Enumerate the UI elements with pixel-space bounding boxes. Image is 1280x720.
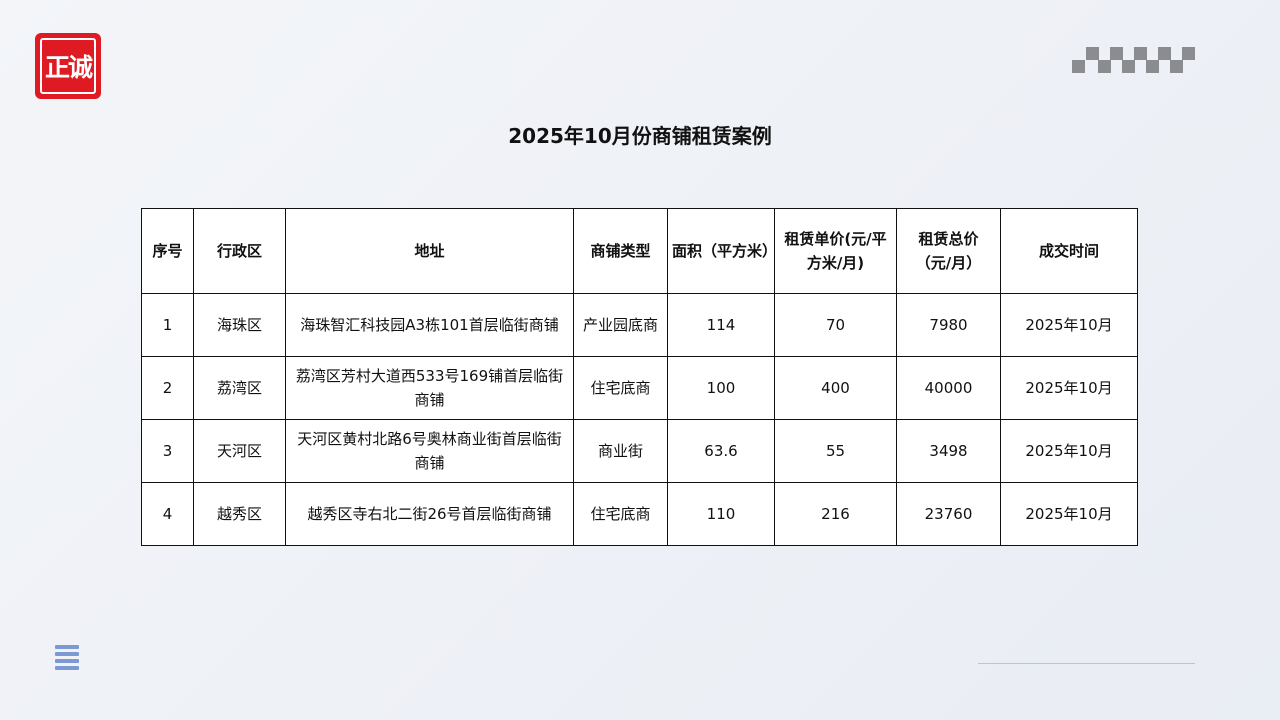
table-cell: 2025年10月 bbox=[1000, 419, 1138, 483]
menu-icon[interactable] bbox=[55, 645, 79, 673]
table-cell: 3 bbox=[141, 419, 194, 483]
table-cell: 住宅底商 bbox=[573, 482, 668, 546]
table-cell: 400 bbox=[774, 356, 897, 420]
column-header: 地址 bbox=[285, 208, 574, 294]
table-row: 4 越秀区 越秀区寺右北二街26号首层临街商铺 住宅底商 110 216 23760 2025… bbox=[141, 482, 1138, 546]
column-header: 行政区 bbox=[193, 208, 286, 294]
table-cell: 100 bbox=[667, 356, 775, 420]
divider bbox=[978, 663, 1195, 664]
table-cell: 天河区黄村北路6号奥林商业街首层临街商铺 bbox=[285, 419, 574, 483]
table-row: 1 海珠区 海珠智汇科技园A3栋101首层临街商铺 产业园底商 114 70 7980 202… bbox=[141, 293, 1138, 357]
table-cell: 1 bbox=[141, 293, 194, 357]
table-cell: 40000 bbox=[896, 356, 1001, 420]
table-cell: 产业园底商 bbox=[573, 293, 668, 357]
column-header: 商铺类型 bbox=[573, 208, 668, 294]
table-header-row: 序号 行政区 地址 商铺类型 面积（平方米） 租赁单价(元/平方米/月) 租赁总价（元/月）… bbox=[141, 208, 1138, 294]
table-cell: 2 bbox=[141, 356, 194, 420]
column-header: 租赁单价(元/平方米/月) bbox=[774, 208, 897, 294]
table-cell: 114 bbox=[667, 293, 775, 357]
table-cell: 63.6 bbox=[667, 419, 775, 483]
column-header: 面积（平方米） bbox=[667, 208, 777, 294]
table-cell: 海珠区 bbox=[193, 293, 286, 357]
table-cell: 天河区 bbox=[193, 419, 286, 483]
table-cell: 荔湾区 bbox=[193, 356, 286, 420]
table-cell: 216 bbox=[774, 482, 897, 546]
logo-text: 正诚 bbox=[40, 38, 96, 94]
column-header: 租赁总价（元/月） bbox=[896, 208, 1001, 294]
table-cell: 商业街 bbox=[573, 419, 668, 483]
table-cell: 2025年10月 bbox=[1000, 293, 1138, 357]
table-cell: 4 bbox=[141, 482, 194, 546]
table-cell: 70 bbox=[774, 293, 897, 357]
column-header: 序号 bbox=[141, 208, 194, 294]
page-title: 2025年10月份商铺租赁案例 bbox=[508, 124, 772, 148]
table-cell: 2025年10月 bbox=[1000, 356, 1138, 420]
table-row: 2 荔湾区 荔湾区芳村大道西533号169铺首层临街商铺 住宅底商 100 400 4000… bbox=[141, 356, 1138, 420]
table-cell: 55 bbox=[774, 419, 897, 483]
table-cell: 越秀区 bbox=[193, 482, 286, 546]
table-cell: 荔湾区芳村大道西533号169铺首层临街商铺 bbox=[285, 356, 574, 420]
table-cell: 越秀区寺右北二街26号首层临街商铺 bbox=[285, 482, 574, 546]
company-logo: 正诚 bbox=[35, 33, 101, 99]
table-cell: 2025年10月 bbox=[1000, 482, 1138, 546]
table-cell: 23760 bbox=[896, 482, 1001, 546]
table-row: 3 天河区 天河区黄村北路6号奥林商业街首层临街商铺 商业街 63.6 55 3498 202… bbox=[141, 419, 1138, 483]
checker-pattern-icon bbox=[1072, 47, 1196, 74]
table-cell: 3498 bbox=[896, 419, 1001, 483]
table-cell: 7980 bbox=[896, 293, 1001, 357]
table-cell: 110 bbox=[667, 482, 775, 546]
rental-cases-table: 序号 行政区 地址 商铺类型 面积（平方米） 租赁单价(元/平方米/月) 租赁总价（元/月）… bbox=[141, 208, 1138, 546]
column-header: 成交时间 bbox=[1000, 208, 1138, 294]
table-cell: 海珠智汇科技园A3栋101首层临街商铺 bbox=[285, 293, 574, 357]
table-cell: 住宅底商 bbox=[573, 356, 668, 420]
